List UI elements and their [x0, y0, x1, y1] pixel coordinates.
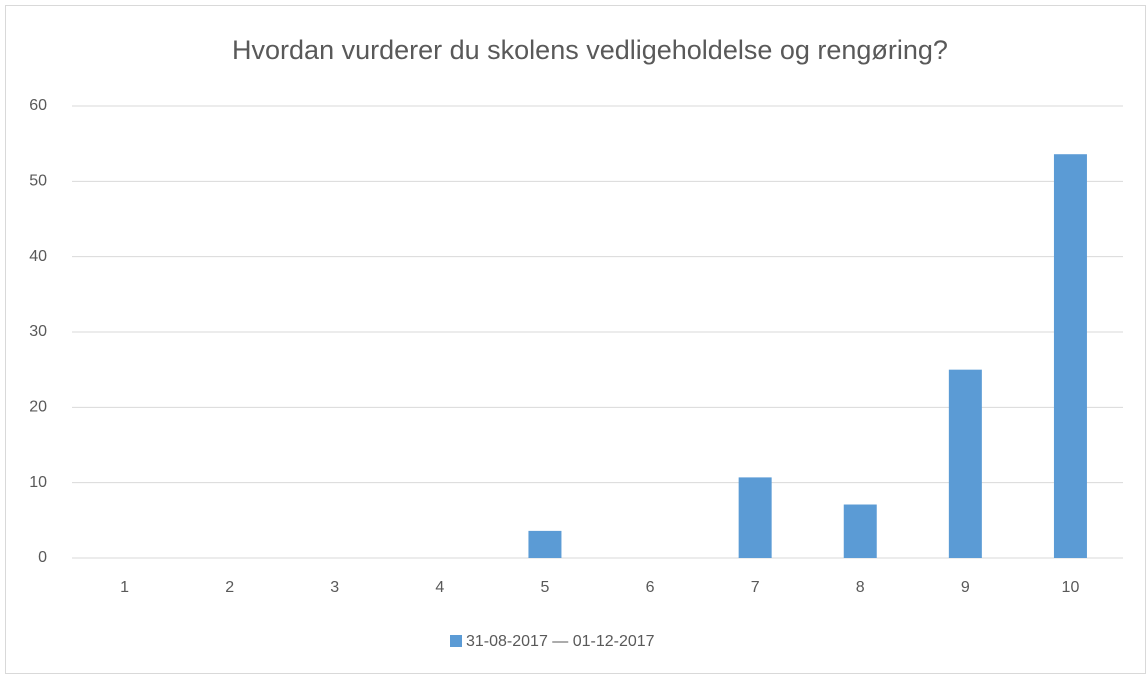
x-tick-label: 3: [330, 579, 339, 596]
y-tick-label: 0: [38, 549, 47, 566]
y-tick-label: 60: [29, 97, 47, 114]
bar: [948, 369, 982, 558]
x-tick-label: 2: [225, 579, 234, 596]
chart-title: Hvordan vurderer du skolens vedligeholde…: [232, 35, 948, 65]
x-tick-label: 1: [120, 579, 129, 596]
x-tick-label: 8: [856, 579, 865, 596]
chart-frame: [5, 5, 1146, 674]
x-tick-label: 7: [751, 579, 760, 596]
x-tick-label: 6: [646, 579, 655, 596]
x-tick-label: 5: [540, 579, 549, 596]
bar: [1053, 154, 1087, 559]
legend-swatch: [450, 635, 462, 647]
x-tick-label: 9: [961, 579, 970, 596]
x-tick-label: 10: [1062, 579, 1080, 596]
legend-label: 31-08-2017 — 01-12-2017: [466, 633, 655, 650]
y-tick-label: 50: [29, 173, 47, 190]
y-tick-label: 10: [29, 474, 47, 491]
bar: [528, 530, 562, 558]
bar: [843, 504, 877, 558]
y-tick-label: 40: [29, 248, 47, 265]
x-tick-label: 4: [435, 579, 444, 596]
bar: [738, 477, 772, 558]
y-tick-label: 20: [29, 399, 47, 416]
y-tick-label: 30: [29, 323, 47, 340]
